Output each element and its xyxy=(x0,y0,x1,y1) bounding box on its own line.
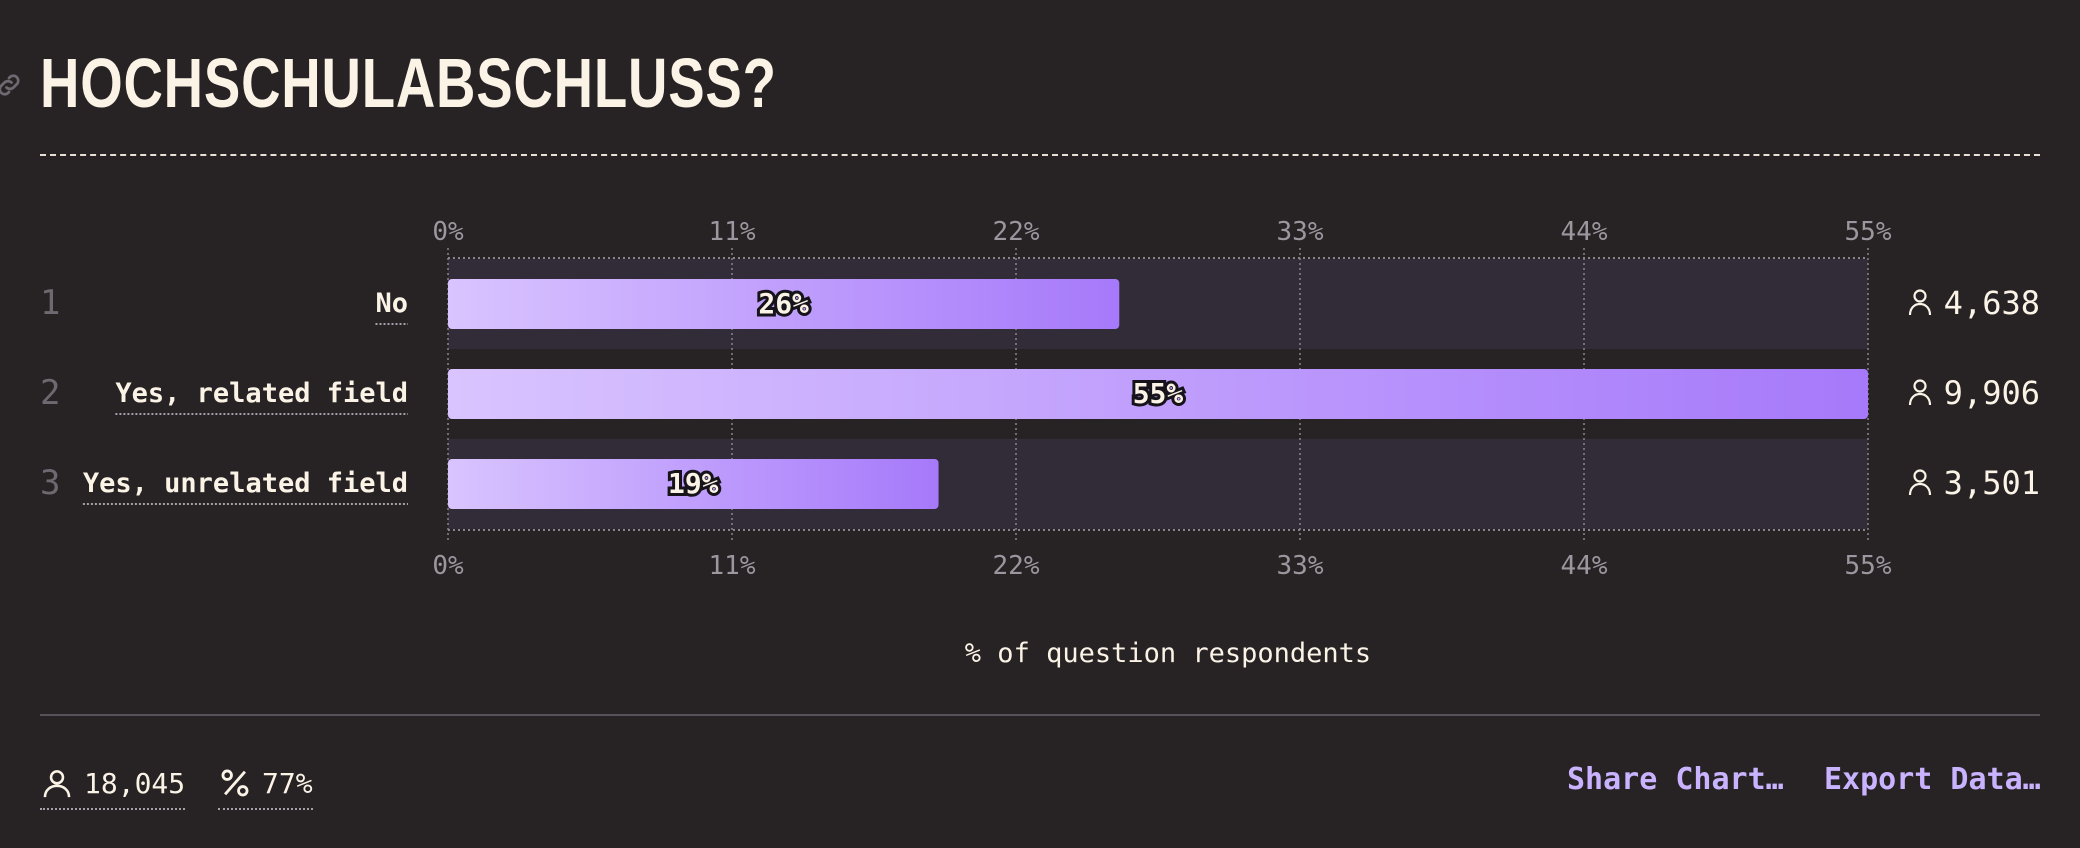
category-label[interactable]: No xyxy=(375,288,408,319)
tick-label-bottom: 0% xyxy=(432,551,464,581)
person-icon xyxy=(1908,379,1932,406)
row-rank: 3 xyxy=(40,463,60,503)
tick-label-top: 55% xyxy=(1845,217,1892,247)
title-divider xyxy=(40,154,2040,156)
person-icon xyxy=(1908,469,1932,496)
bar[interactable] xyxy=(448,369,1868,419)
respondent-count: 3,501 xyxy=(1944,464,2040,502)
tick-label-top: 22% xyxy=(993,217,1040,247)
page-title: HOCHSCHULABSCHLUSS? xyxy=(40,44,777,122)
x-axis-title: % of question respondents xyxy=(965,638,1371,669)
tick-label-bottom: 33% xyxy=(1277,551,1324,581)
tick-label-top: 0% xyxy=(432,217,464,247)
row-rank: 1 xyxy=(40,283,60,323)
tick-label-bottom: 55% xyxy=(1845,551,1892,581)
total-respondents-value: 18,045 xyxy=(84,766,186,800)
respondent-count: 4,638 xyxy=(1944,284,2040,322)
total-respondents[interactable]: 18,045 xyxy=(40,760,186,810)
tick-label-bottom: 22% xyxy=(993,551,1040,581)
share-chart-button[interactable]: Share Chart… xyxy=(1567,762,1784,797)
tick-label-top: 44% xyxy=(1561,217,1608,247)
bar-value-label: 55% xyxy=(1133,377,1184,410)
bar-value-label: 19% xyxy=(668,467,719,500)
tick-label-bottom: 11% xyxy=(709,551,756,581)
person-icon xyxy=(1908,289,1932,316)
footer-divider xyxy=(40,714,2040,716)
person-icon xyxy=(43,770,71,798)
bar[interactable] xyxy=(448,459,939,509)
link-icon[interactable] xyxy=(0,70,24,100)
bar-chart: 0% 0% 11% 11% 22% 22% 33% 33% 44% 44% 55% 55% 1 No 26%… xyxy=(40,217,2040,669)
respondent-count: 9,906 xyxy=(1944,374,2040,412)
tick-label-bottom: 44% xyxy=(1561,551,1608,581)
tick-label-top: 33% xyxy=(1277,217,1324,247)
bar[interactable] xyxy=(448,279,1120,329)
row-rank: 2 xyxy=(40,373,60,413)
bar-value-label: 26% xyxy=(758,287,809,320)
percent-icon xyxy=(221,769,249,797)
tick-label-top: 11% xyxy=(709,217,756,247)
response-rate[interactable]: 77% xyxy=(218,760,313,810)
export-data-button[interactable]: Export Data… xyxy=(1824,762,2041,797)
category-label[interactable]: Yes, unrelated field xyxy=(83,468,408,499)
category-label[interactable]: Yes, related field xyxy=(115,378,408,409)
response-rate-value: 77% xyxy=(262,766,313,800)
